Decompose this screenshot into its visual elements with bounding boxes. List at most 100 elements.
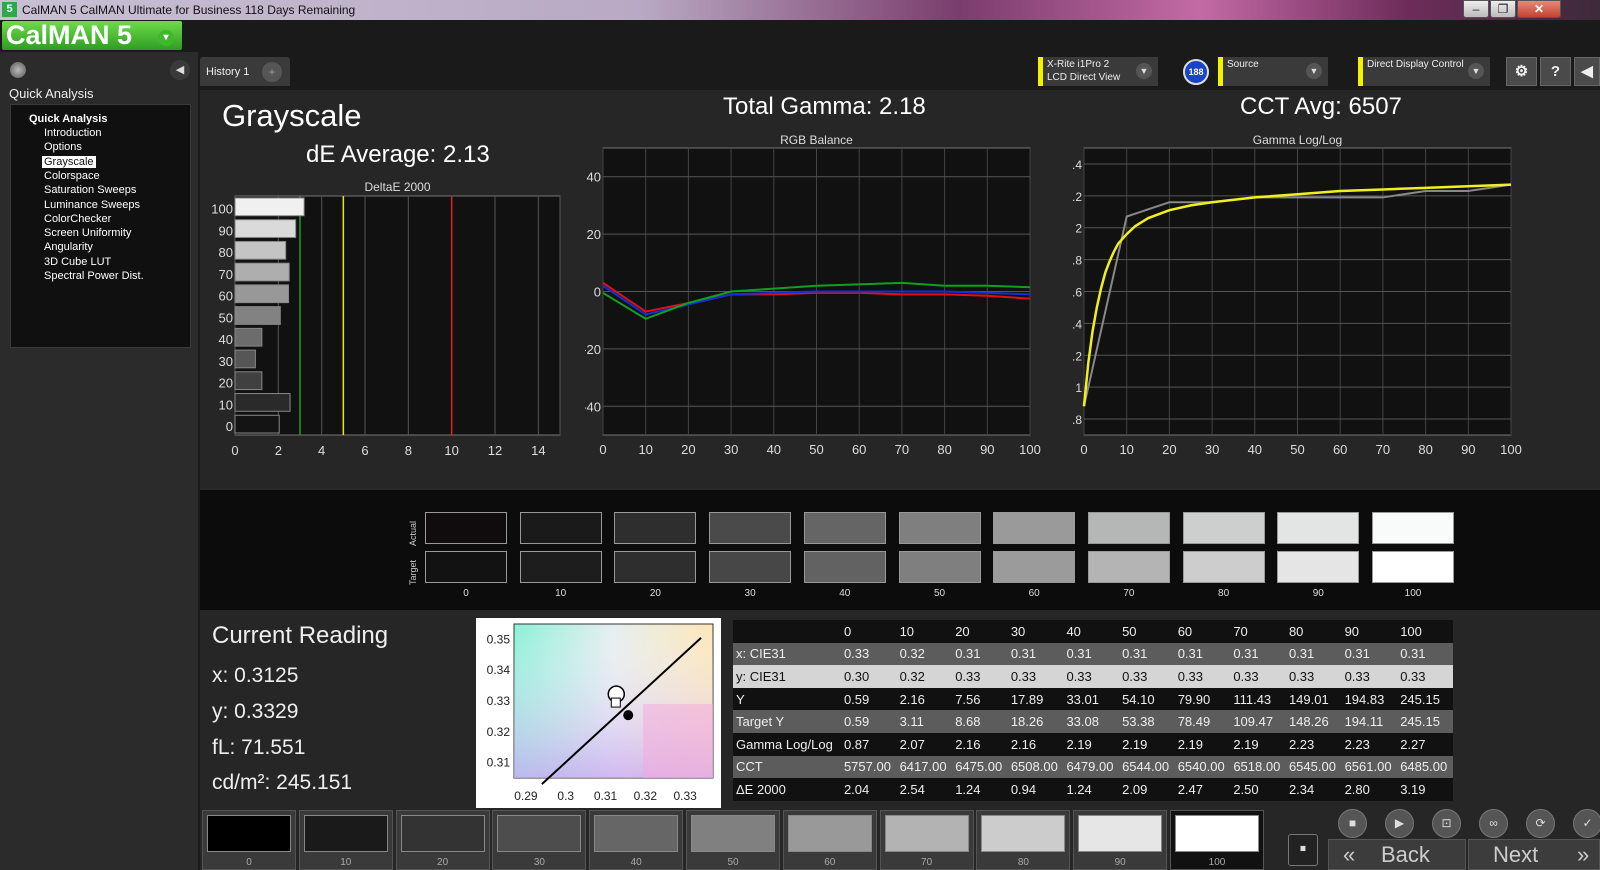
target-swatch xyxy=(1182,551,1265,583)
table-cell: 6475.00 xyxy=(952,755,1008,779)
patch-button-40[interactable]: 40 xyxy=(589,810,684,870)
x-tick-label: 30 xyxy=(1205,442,1219,457)
table-cell: 2.19 xyxy=(1230,732,1286,756)
patch-button-80[interactable]: 80 xyxy=(976,810,1071,870)
check-icon[interactable]: ✓ xyxy=(1573,809,1600,838)
sidebar-item-3d-cube-lut[interactable]: 3D Cube LUT xyxy=(44,255,112,268)
table-cell: 2.80 xyxy=(1341,778,1398,801)
workflow-dot-icon[interactable] xyxy=(10,62,26,78)
meter-count-badge[interactable]: 188 xyxy=(1183,59,1209,85)
sidebar-item-angularity[interactable]: Angularity xyxy=(44,241,93,254)
collapse-right-icon[interactable]: ◀ xyxy=(1574,57,1600,86)
add-tab-icon[interactable]: + xyxy=(262,62,282,82)
table-cell: 2.19 xyxy=(1063,732,1120,756)
patch-button-30[interactable]: 30 xyxy=(492,810,587,870)
table-cell: 6417.00 xyxy=(896,755,953,779)
sidebar-item-colorchecker[interactable]: ColorChecker xyxy=(44,212,112,225)
refresh-icon[interactable]: ⟳ xyxy=(1526,809,1555,838)
maximize-icon[interactable]: ❐ xyxy=(1490,0,1516,18)
table-cell: 0.33 xyxy=(1007,665,1064,688)
window-title: CalMAN 5 CalMAN Ultimate for Business 11… xyxy=(22,3,356,17)
patch-button-100[interactable]: 100 xyxy=(1170,810,1264,870)
stop-icon[interactable]: ■ xyxy=(1338,809,1367,838)
tab-history-1[interactable]: History 1 + xyxy=(200,57,290,86)
patch-button-10[interactable]: 10 xyxy=(298,810,393,870)
table-cell: 0.32 xyxy=(896,665,953,688)
actual-swatch xyxy=(614,512,697,544)
patch-button-20[interactable]: 20 xyxy=(395,810,490,870)
x-tick-label: 60 xyxy=(1333,442,1347,457)
y-tick-label: 0.33 xyxy=(487,694,511,708)
table-cell: 6544.00 xyxy=(1119,755,1175,779)
sidebar-item-colorspace[interactable]: Colorspace xyxy=(44,169,100,182)
x-tick-label: 0.32 xyxy=(634,789,658,803)
table-cell: 2.04 xyxy=(840,778,897,801)
x-tick-label: 0 xyxy=(599,442,606,457)
y-tick-label: 90 xyxy=(219,223,233,238)
patch-stop-icon[interactable]: ⏹ xyxy=(1288,834,1318,866)
measure-icon[interactable]: ⊡ xyxy=(1432,809,1461,838)
y-tick-label: 60 xyxy=(219,289,233,304)
settings-gear-icon[interactable]: ⚙ xyxy=(1506,57,1537,86)
patch-button-50[interactable]: 50 xyxy=(686,810,780,870)
help-icon[interactable]: ? xyxy=(1540,57,1571,86)
display-selector[interactable]: Direct Display Control ▼ xyxy=(1358,57,1490,86)
chart-title: DeltaE 2000 xyxy=(364,180,430,194)
x-tick-label: 4 xyxy=(318,443,325,458)
row-label-cell: Gamma Log/Log xyxy=(733,732,841,756)
loop-icon[interactable]: ∞ xyxy=(1479,809,1508,838)
measured-point xyxy=(623,710,634,721)
table-cell: 6479.00 xyxy=(1063,755,1120,779)
tree-root-quick-analysis[interactable]: Quick Analysis xyxy=(29,113,108,125)
table-cell: 3.11 xyxy=(896,710,953,733)
page-title: Grayscale xyxy=(222,98,362,133)
table-header-cell: 40 xyxy=(1063,620,1120,643)
table-cell: 78.49 xyxy=(1174,710,1231,733)
x-tick-label: 12 xyxy=(488,443,502,458)
patch-button-0[interactable]: 0 xyxy=(202,810,296,870)
sidebar-item-grayscale[interactable]: Grayscale xyxy=(42,155,96,168)
patch-button-90[interactable]: 90 xyxy=(1073,810,1168,870)
actual-swatch xyxy=(709,512,792,544)
table-cell: 0.33 xyxy=(1341,665,1398,688)
meter-selector[interactable]: X-Rite i1Pro 2 LCD Direct View ▼ xyxy=(1038,57,1158,86)
minimize-icon[interactable]: – xyxy=(1463,0,1489,18)
patch-color-chip xyxy=(400,815,485,852)
table-cell: 194.11 xyxy=(1341,710,1398,733)
close-icon[interactable]: ✕ xyxy=(1517,0,1561,18)
patch-level-label: 0 xyxy=(246,857,252,868)
collapse-sidebar-icon[interactable]: ◀ xyxy=(170,60,190,80)
patch-button-60[interactable]: 60 xyxy=(782,810,877,870)
source-selector[interactable]: Source ▼ xyxy=(1218,57,1328,86)
patch-level-label: 30 xyxy=(533,857,545,868)
sidebar-item-options[interactable]: Options xyxy=(44,141,82,154)
sidebar-item-spectral-power-dist[interactable]: Spectral Power Dist. xyxy=(44,270,144,282)
grayscale-swatch-strip: Actual Target 0 10 20 30 40 50 60 70 80 90 100 xyxy=(200,490,1600,610)
current-reading-title: Current Reading xyxy=(212,622,389,649)
sidebar-heading: Quick Analysis xyxy=(9,86,94,101)
table-cell: 0.31 xyxy=(1174,642,1231,666)
table-cell: 17.89 xyxy=(1007,687,1064,711)
x-tick-label: 70 xyxy=(1376,442,1390,457)
rgb-series-line xyxy=(602,282,1031,313)
sidebar-item-luminance-sweeps[interactable]: Luminance Sweeps xyxy=(44,198,141,211)
de-average: dE Average: 2.13 xyxy=(306,141,490,168)
patch-color-chip xyxy=(497,815,582,852)
target-square xyxy=(610,697,621,708)
play-icon[interactable]: ▶ xyxy=(1385,809,1414,838)
calman-logo-button[interactable]: CalMAN 5 ▾ xyxy=(2,21,182,50)
sidebar-item-introduction[interactable]: Introduction xyxy=(44,127,102,139)
patch-button-70[interactable]: 70 xyxy=(879,810,974,870)
actual-swatch xyxy=(1087,512,1170,544)
back-button[interactable]: « Back xyxy=(1328,839,1466,870)
x-tick-label: 0.3 xyxy=(557,789,574,803)
table-cell: 33.01 xyxy=(1063,687,1120,711)
sidebar-item-screen-uniformity[interactable]: Screen Uniformity xyxy=(44,227,132,240)
sidebar-item-saturation-sweeps[interactable]: Saturation Sweeps xyxy=(44,184,137,197)
row-label-cell: Y xyxy=(733,687,841,711)
table-cell: 2.16 xyxy=(1007,732,1064,756)
cct-average: CCT Avg: 6507 xyxy=(1240,93,1402,120)
app-icon: 5 xyxy=(2,2,17,17)
patch-level-label: 60 xyxy=(824,857,836,868)
next-button[interactable]: Next » xyxy=(1468,839,1600,870)
